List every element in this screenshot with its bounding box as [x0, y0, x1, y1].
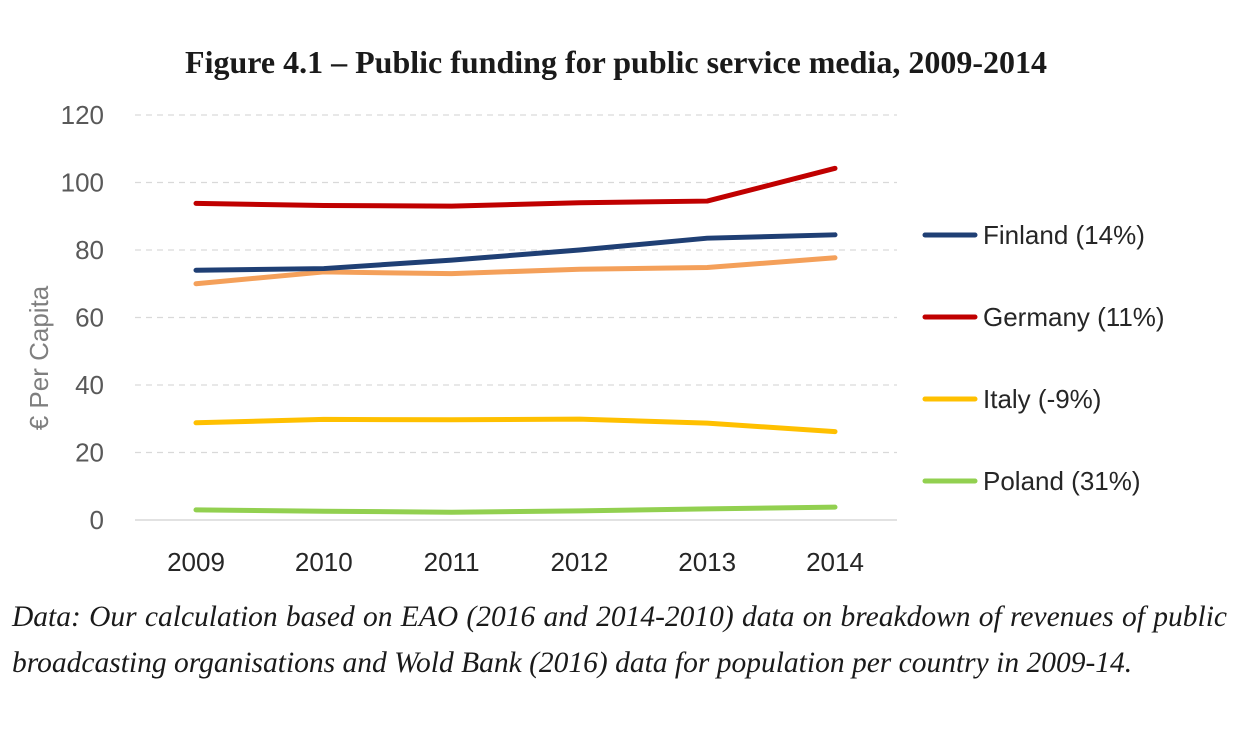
y-tick-label: 20	[75, 438, 104, 468]
y-tick-label: 60	[75, 303, 104, 333]
source-note: Data: Our calculation based on EAO (2016…	[12, 601, 1227, 679]
y-tick-label: 120	[61, 100, 104, 130]
chart-title: Figure 4.1 – Public funding for public s…	[185, 44, 1047, 80]
gridlines	[135, 114, 897, 521]
legend-label: Poland (31%)	[983, 466, 1141, 496]
y-axis-label: € Per Capita	[24, 285, 54, 430]
series-line-poland	[193, 504, 838, 515]
series-line-finland	[193, 232, 838, 273]
y-tick-label: 0	[90, 505, 104, 535]
x-tick-label: 2014	[806, 547, 864, 577]
legend-label: Italy (-9%)	[983, 384, 1101, 414]
series-line-unlabeled	[193, 255, 838, 287]
y-tick-label: 100	[61, 168, 104, 198]
series-lines	[193, 165, 838, 515]
legend: Finland (14%) Germany (11%) Italy (-9%) Pol…	[922, 220, 1165, 496]
series-line-italy	[193, 416, 838, 435]
legend-label: Germany (11%)	[983, 302, 1165, 332]
x-tick-label: 2011	[424, 547, 480, 577]
y-tick-label: 40	[75, 370, 104, 400]
y-tick-labels: 0 20 40 60 80 100 120	[61, 100, 104, 535]
x-tick-label: 2013	[678, 547, 736, 577]
x-tick-label: 2012	[550, 547, 608, 577]
x-tick-label: 2010	[295, 547, 353, 577]
x-tick-labels: 2009 2010 2011 2012 2013 2014	[167, 547, 864, 577]
x-tick-label: 2009	[167, 547, 225, 577]
legend-label: Finland (14%)	[983, 220, 1145, 250]
series-line-germany	[193, 165, 838, 209]
y-tick-label: 80	[75, 235, 104, 265]
line-chart: 0 20 40 60 80 100 120 2009 2010 2011 2012 2013 2014…	[24, 100, 1165, 577]
